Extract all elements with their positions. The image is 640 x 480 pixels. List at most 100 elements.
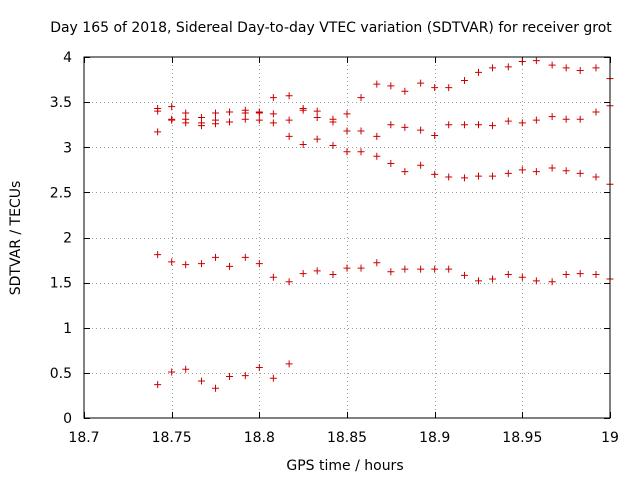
data-point-marker	[182, 365, 190, 373]
data-point-marker	[357, 264, 365, 272]
data-points	[154, 57, 614, 392]
data-point-marker	[417, 161, 425, 169]
data-point-marker	[548, 278, 556, 286]
data-point-marker	[548, 61, 556, 69]
data-point-marker	[168, 103, 176, 111]
data-point-marker	[592, 64, 600, 72]
data-point-marker	[182, 109, 190, 117]
y-tick-label: 3	[63, 140, 72, 156]
data-point-marker	[285, 92, 293, 100]
data-point-marker	[343, 127, 351, 135]
data-point-marker	[431, 170, 439, 178]
y-tick-label: 0	[63, 411, 72, 427]
data-point-marker	[212, 120, 219, 128]
data-point-marker	[255, 109, 263, 117]
data-point-marker	[431, 265, 439, 273]
data-point-marker	[576, 169, 584, 177]
data-point-marker	[431, 84, 439, 92]
data-point-marker	[197, 377, 205, 385]
data-point-marker	[154, 128, 162, 136]
data-point-marker	[357, 94, 365, 102]
data-point-marker	[489, 172, 497, 180]
data-point-marker	[475, 121, 482, 129]
x-tick-label: 18.75	[152, 430, 192, 446]
y-tick-label: 1.5	[50, 276, 72, 292]
data-point-marker	[475, 172, 482, 180]
data-point-marker	[548, 164, 556, 172]
data-point-marker	[460, 174, 468, 182]
data-point-marker	[269, 94, 277, 102]
data-point-marker	[168, 258, 176, 266]
data-point-marker	[489, 64, 497, 72]
data-point-marker	[255, 363, 263, 371]
data-point-marker	[197, 260, 205, 268]
data-point-marker	[255, 260, 263, 268]
data-point-marker	[460, 76, 468, 84]
data-point-marker	[387, 159, 395, 167]
data-point-marker	[343, 264, 351, 272]
data-point-marker	[518, 166, 526, 174]
data-point-marker	[329, 115, 337, 123]
y-tick-label: 1	[63, 321, 72, 337]
data-point-marker	[226, 372, 234, 380]
data-point-marker	[592, 173, 600, 181]
series-track-middle	[154, 102, 614, 140]
data-point-marker	[373, 132, 381, 140]
data-point-marker	[401, 265, 409, 273]
data-point-marker	[313, 267, 321, 275]
data-point-marker	[285, 360, 293, 368]
x-tick-label: 18.7	[68, 430, 99, 446]
data-point-marker	[387, 82, 395, 90]
data-point-marker	[226, 262, 234, 270]
data-point-marker	[299, 141, 307, 149]
data-point-marker	[313, 135, 321, 143]
data-point-marker	[592, 271, 600, 279]
data-point-marker	[431, 132, 439, 140]
y-tick-label: 4	[63, 50, 72, 66]
data-point-marker	[168, 368, 176, 376]
data-point-marker	[518, 119, 526, 127]
data-point-marker	[329, 141, 337, 149]
data-point-marker	[357, 127, 365, 135]
data-point-marker	[241, 115, 249, 123]
data-point-marker	[417, 126, 425, 134]
data-point-marker	[504, 117, 512, 125]
data-point-marker	[460, 121, 468, 129]
y-tick-label: 3.5	[50, 95, 72, 111]
data-point-marker	[417, 79, 425, 87]
data-point-marker	[182, 119, 190, 127]
data-point-marker	[154, 381, 162, 389]
data-point-marker	[241, 372, 249, 380]
data-point-marker	[285, 278, 293, 286]
data-point-marker	[299, 270, 307, 278]
data-point-marker	[504, 63, 512, 71]
data-point-marker	[212, 109, 219, 117]
data-point-marker	[576, 115, 584, 123]
data-point-marker	[532, 168, 540, 176]
y-axis-label: SDTVAR / TECUs	[8, 181, 24, 296]
data-point-marker	[285, 116, 293, 124]
data-point-marker	[532, 116, 540, 124]
data-point-marker	[387, 268, 395, 276]
data-point-marker	[269, 374, 277, 382]
data-point-marker	[576, 270, 584, 278]
data-point-marker	[518, 58, 526, 66]
data-point-marker	[299, 106, 307, 114]
plot-frame	[83, 56, 611, 419]
data-point-marker	[548, 113, 556, 121]
data-point-marker	[401, 87, 409, 95]
data-point-marker	[417, 265, 425, 273]
data-point-marker	[269, 119, 277, 127]
data-point-marker	[562, 271, 570, 279]
data-point-marker	[182, 261, 190, 269]
data-point-marker	[489, 122, 497, 130]
data-point-marker	[504, 271, 512, 279]
data-point-marker	[592, 108, 600, 116]
y-tick-label: 0.5	[50, 366, 72, 382]
data-point-marker	[387, 121, 395, 129]
x-tick-label: 19	[601, 430, 619, 446]
x-tick-label: 18.95	[502, 430, 542, 446]
data-point-marker	[445, 173, 453, 181]
data-point-marker	[241, 253, 249, 261]
